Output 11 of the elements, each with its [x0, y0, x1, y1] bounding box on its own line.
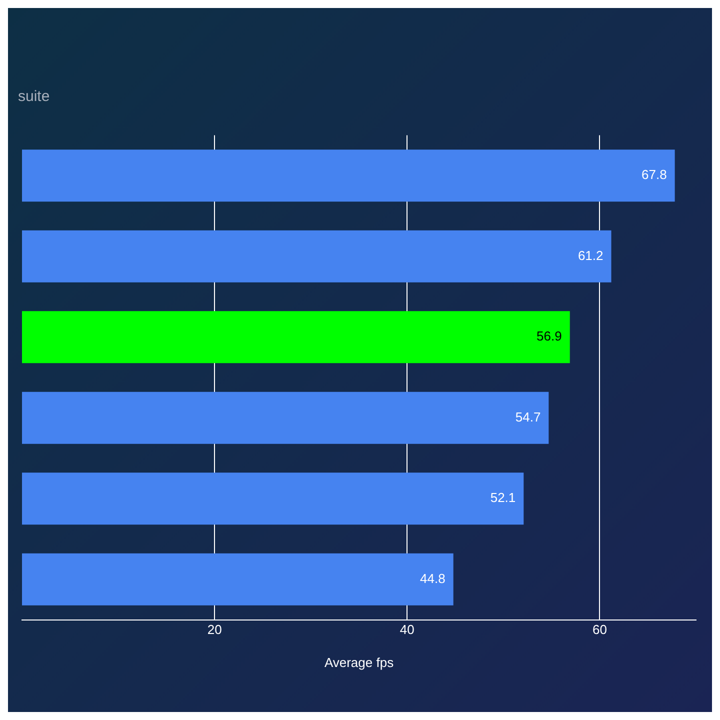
data-label: 61.2 — [578, 248, 604, 263]
x-axis-title: Average fps — [324, 654, 394, 670]
x-tick-label: 20 — [207, 622, 222, 638]
data-label: 44.8 — [420, 570, 446, 586]
data-label: 67.8 — [642, 167, 667, 182]
data-label: 56.9 — [536, 328, 562, 344]
chart-subtitle: suite — [17, 88, 51, 105]
data-label: 52.1 — [490, 490, 516, 506]
x-tick-label: 60 — [592, 622, 607, 638]
data-label: 54.7 — [515, 409, 541, 424]
x-tick-label: 40 — [400, 622, 414, 638]
